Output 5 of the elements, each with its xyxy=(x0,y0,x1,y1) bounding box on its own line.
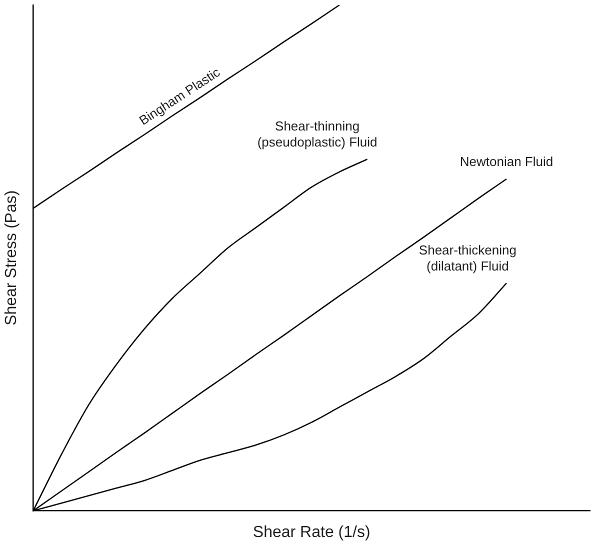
y-axis-title: Shear Stress (Pas) xyxy=(3,190,20,326)
x-axis-title: Shear Rate (1/s) xyxy=(252,524,370,541)
series-label: Shear-thickening (dilatant) Fluid xyxy=(418,242,516,274)
series-label: Newtonian Fluid xyxy=(460,154,554,170)
series-label: Shear-thinning (pseudoplastic) Fluid xyxy=(257,118,378,150)
